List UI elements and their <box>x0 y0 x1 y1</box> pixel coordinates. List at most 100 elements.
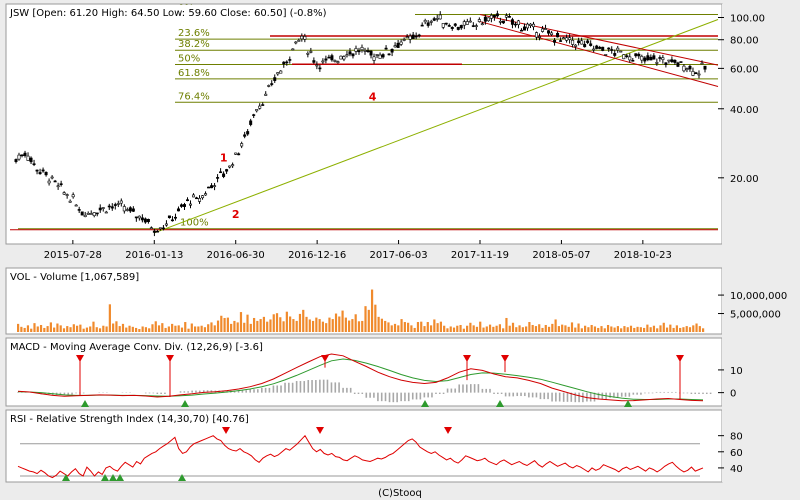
volume-bar <box>466 325 469 332</box>
volume-bar <box>295 320 298 332</box>
volume-bar <box>564 325 567 332</box>
candle-body <box>65 194 69 196</box>
volume-bar <box>515 327 518 332</box>
candle-body <box>312 60 316 63</box>
candle-body <box>402 39 406 41</box>
volume-bar <box>590 324 593 332</box>
candle-body <box>300 35 304 40</box>
volume-bar <box>479 321 482 332</box>
candle-body <box>306 53 310 55</box>
candle-body <box>553 40 557 43</box>
rsi-buy-marker <box>101 474 109 481</box>
price-title: JSW [Open: 61.20 High: 64.50 Low: 59.60 … <box>9 8 327 19</box>
candle-body <box>14 159 18 162</box>
volume-bar <box>685 326 688 332</box>
candle-body <box>62 192 66 195</box>
volume-bar <box>416 322 420 332</box>
candle-body <box>98 207 102 211</box>
volume-bar <box>354 314 357 332</box>
candle-body <box>528 23 532 26</box>
volume-bar <box>528 322 531 332</box>
candle-body <box>513 23 517 26</box>
candle-body <box>372 56 376 61</box>
candle-body <box>381 54 385 58</box>
volume-bar <box>246 314 249 332</box>
volume-bar <box>239 312 243 332</box>
candle-body <box>441 23 445 28</box>
volume-bar <box>374 304 377 332</box>
candle-body <box>50 176 54 179</box>
candle-body <box>631 59 635 62</box>
candle-body <box>74 204 78 207</box>
rsi-line <box>17 434 704 479</box>
volume-bar <box>538 324 541 332</box>
candle-body <box>459 25 463 29</box>
volume-bar <box>193 326 197 332</box>
volume-bar <box>534 326 538 332</box>
candle-body <box>571 39 575 45</box>
volume-bar <box>554 319 557 332</box>
volume-bar <box>469 322 472 332</box>
candle-body <box>541 28 545 32</box>
volume-bar <box>508 325 511 332</box>
candle-body <box>195 197 199 200</box>
volume-bar <box>597 327 600 332</box>
volume-bar <box>436 323 439 332</box>
rsi-sell-marker <box>222 427 230 434</box>
volume-bar <box>151 324 154 332</box>
candle-body <box>288 59 292 61</box>
fibonacci-level-label: 76.4% <box>178 91 210 102</box>
volume-bar <box>570 322 574 332</box>
volume-bar <box>30 328 33 332</box>
volume-bar <box>433 319 436 332</box>
volume-bar <box>190 323 193 332</box>
volume-bar <box>646 324 649 332</box>
volume-bar <box>606 324 610 332</box>
candle-body <box>336 61 340 63</box>
candle-body <box>17 154 21 160</box>
candle-body <box>652 55 656 60</box>
candle-body <box>80 211 84 216</box>
volume-bar <box>629 325 633 332</box>
price-x-tick-label: 2016-06-30 <box>207 250 265 261</box>
volume-bar <box>334 313 338 332</box>
candle-body <box>447 25 451 27</box>
candle-body <box>384 47 388 50</box>
macd-line <box>17 353 704 402</box>
volume-bar <box>675 325 678 332</box>
volume-bar <box>200 325 203 332</box>
price-x-tick-label: 2018-05-07 <box>532 250 590 261</box>
rsi-y-tick-label: 80 <box>730 432 743 443</box>
volume-bar <box>344 317 347 332</box>
buy-signal-marker <box>496 400 504 407</box>
volume-bar <box>95 327 98 332</box>
volume-bar <box>488 324 492 332</box>
price-y-tick-label: 60.00 <box>730 64 759 75</box>
volume-bar <box>167 326 170 332</box>
volume-bar <box>102 325 105 332</box>
candle-body <box>158 227 162 230</box>
volume-bar <box>144 327 148 332</box>
volume-bar <box>180 327 184 332</box>
price-y-tick-label: 40.00 <box>730 105 759 116</box>
candle-body <box>538 36 542 38</box>
volume-bar <box>692 325 695 332</box>
buy-signal-marker <box>421 400 429 407</box>
volume-bar <box>531 324 534 332</box>
volume-bar <box>26 325 30 332</box>
candle-body <box>330 55 334 61</box>
candle-body <box>510 19 514 25</box>
volume-bar <box>118 326 121 332</box>
price-x-tick-label: 2018-10-23 <box>614 250 672 261</box>
candle-body <box>519 29 523 32</box>
volume-bar <box>456 325 459 332</box>
volume-bar <box>39 324 43 332</box>
volume-bar <box>318 319 321 332</box>
volume-bar <box>557 326 560 332</box>
candle-body <box>483 16 487 22</box>
candle-body <box>486 17 490 22</box>
volume-bar <box>17 323 20 332</box>
volume-bar <box>59 325 62 332</box>
volume-bar <box>292 319 295 332</box>
volume-bar <box>33 323 36 332</box>
